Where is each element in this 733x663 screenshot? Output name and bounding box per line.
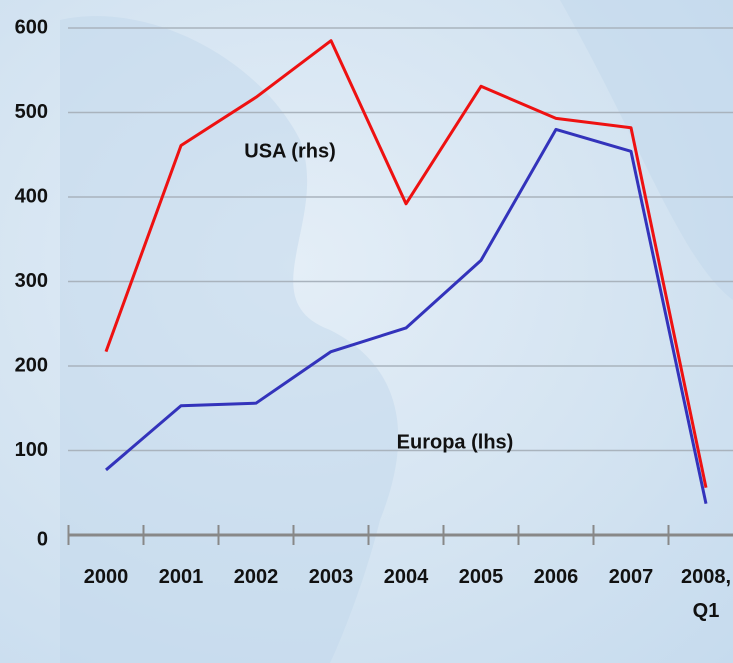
x-tick-label: 2001 bbox=[158, 566, 204, 588]
y-tick-label: 0 bbox=[37, 528, 48, 550]
x-tick-label: 2005 bbox=[458, 566, 504, 588]
y-tick-label: 400 bbox=[15, 185, 48, 207]
y-tick-label: 100 bbox=[15, 439, 48, 461]
x-tick-label: 2000 bbox=[83, 566, 129, 588]
map-shape bbox=[60, 16, 399, 663]
y-tick-label: 600 bbox=[15, 16, 48, 38]
series-label: Europa (lhs) bbox=[397, 431, 514, 453]
x-tick-label: 2006 bbox=[533, 566, 579, 588]
series-line bbox=[105, 127, 708, 505]
y-tick-label: 500 bbox=[15, 101, 48, 123]
series-line bbox=[104, 39, 708, 488]
x-tick-label: 2002 bbox=[233, 566, 279, 588]
x-tick-label: 2007 bbox=[608, 566, 654, 588]
map-shape bbox=[560, 0, 733, 300]
x-tick-label: 2004 bbox=[383, 566, 429, 588]
y-tick-label: 300 bbox=[15, 270, 48, 292]
series-label: USA (rhs) bbox=[244, 140, 335, 162]
y-tick-label: 200 bbox=[15, 354, 48, 376]
x-tick-label: 2008, Q1 bbox=[681, 566, 732, 622]
x-tick-label: 2003 bbox=[308, 566, 354, 588]
